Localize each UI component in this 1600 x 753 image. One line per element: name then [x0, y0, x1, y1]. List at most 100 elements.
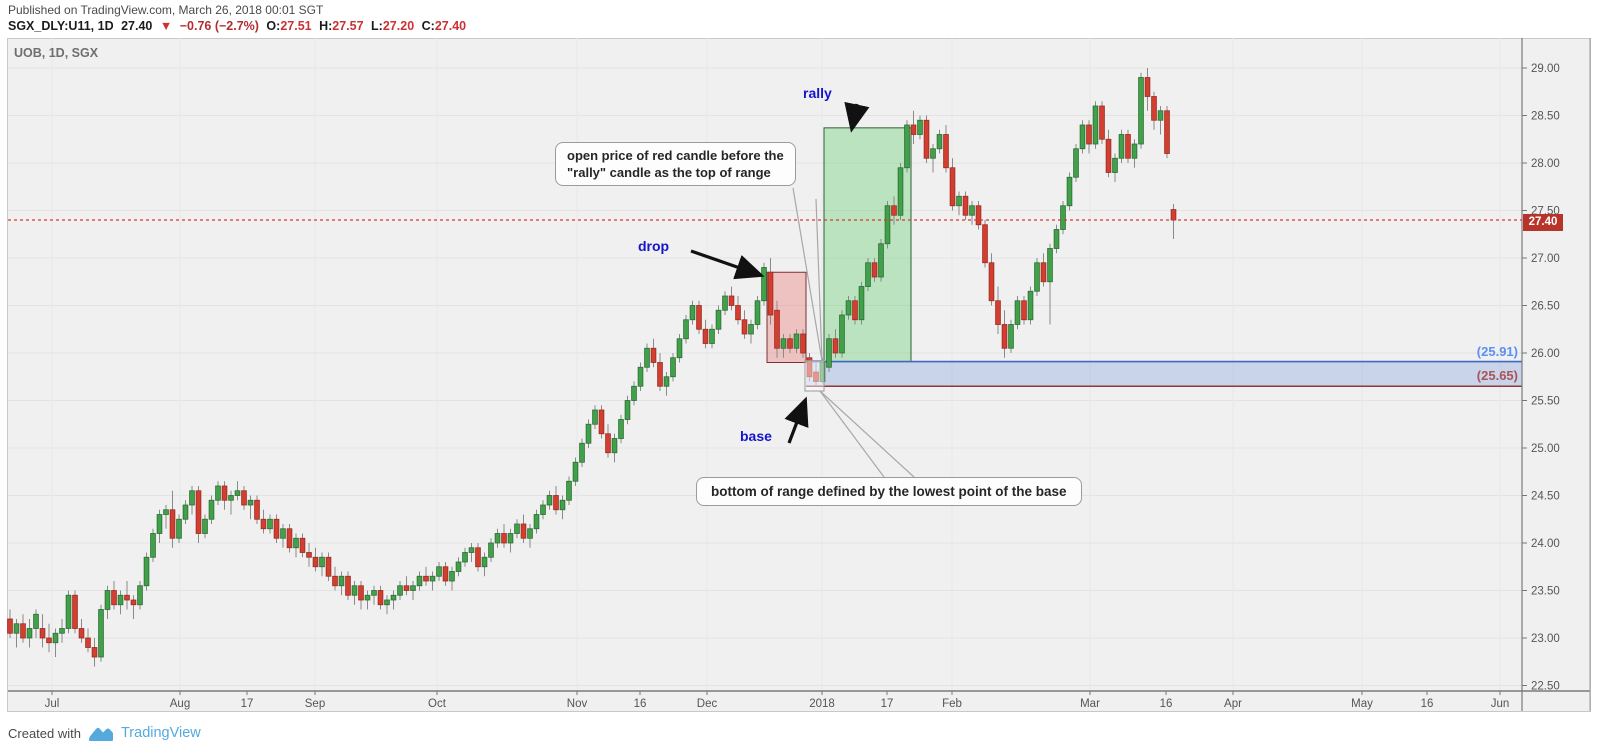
candle: [670, 353, 676, 382]
range-bottom-price-label: (25.65): [1476, 368, 1518, 383]
candle: [1060, 201, 1066, 235]
candle: [930, 144, 936, 173]
high-value: 27.57: [332, 19, 364, 33]
y-axis-label: 22.50: [1531, 681, 1560, 693]
candle: [345, 571, 351, 600]
candle: [299, 533, 306, 558]
candle: [475, 543, 481, 572]
down-triangle-icon: ▼: [159, 19, 173, 33]
candle: [247, 495, 254, 520]
candle: [845, 296, 852, 320]
candle: [137, 581, 143, 610]
candle: [130, 595, 137, 619]
current-price-badge: 27.40: [1523, 214, 1563, 231]
candle: [150, 528, 156, 562]
candle: [85, 628, 91, 653]
candle: [234, 481, 241, 501]
candle: [767, 258, 774, 325]
candle: [215, 481, 221, 505]
candle: [709, 324, 715, 349]
candle: [481, 552, 488, 577]
candle: [806, 353, 813, 382]
candle: [904, 120, 910, 173]
candle: [13, 619, 20, 648]
candle: [696, 300, 702, 334]
tradingview-brand-link[interactable]: TradingView: [120, 725, 201, 741]
candle: [650, 338, 657, 368]
chart-pane: [7, 38, 1591, 712]
candle: [78, 619, 85, 643]
candle: [780, 334, 787, 358]
x-axis-label: Nov: [567, 698, 588, 710]
snapshot-header: Published on TradingView.com, March 26, …: [0, 0, 1600, 38]
candle: [592, 405, 598, 429]
candle: [923, 115, 930, 163]
candle: [572, 457, 579, 486]
candle: [546, 490, 553, 510]
candle: [579, 438, 585, 467]
candle: [618, 414, 624, 444]
candle: [982, 220, 988, 268]
candle: [241, 486, 247, 510]
candle: [371, 585, 377, 605]
callout-pointer: [815, 198, 823, 361]
candle: [741, 310, 748, 339]
candle: [442, 562, 449, 586]
candle: [819, 357, 826, 384]
candle: [1034, 258, 1040, 296]
candle: [1053, 224, 1060, 254]
candle: [436, 562, 442, 581]
candle: [917, 115, 923, 140]
candle: [832, 329, 839, 358]
low-label: L:: [371, 19, 383, 33]
candle: [644, 343, 650, 372]
created-with-text: Created with: [8, 725, 81, 741]
candle: [156, 509, 163, 543]
candle: [111, 581, 117, 610]
candle: [936, 129, 943, 154]
candle: [228, 490, 234, 515]
candle: [1157, 106, 1164, 135]
range-band: [806, 361, 1522, 387]
candle: [774, 300, 780, 358]
candle: [338, 571, 345, 596]
drop-arrow: [690, 249, 765, 280]
candle: [351, 581, 358, 605]
y-axis-label: 27.00: [1531, 253, 1560, 265]
x-axis-label: May: [1351, 698, 1373, 710]
candle: [813, 362, 819, 387]
candle: [306, 543, 312, 567]
candle: [1086, 120, 1092, 154]
candle: [26, 619, 33, 648]
candle: [1125, 129, 1131, 163]
candle: [839, 310, 845, 358]
candle: [585, 419, 592, 448]
candle: [1118, 129, 1125, 163]
candle: [527, 524, 533, 548]
base-highlight-box: [804, 360, 825, 392]
candle: [462, 547, 468, 567]
candle: [962, 191, 969, 220]
candle: [390, 590, 397, 610]
candle: [273, 514, 280, 543]
candle: [98, 604, 104, 662]
candle: [163, 505, 169, 529]
candle: [1001, 310, 1008, 358]
candle: [787, 334, 793, 353]
drop-label: drop: [638, 238, 670, 254]
y-axis-label: 28.00: [1531, 158, 1560, 170]
x-axis-label: 17: [881, 698, 894, 710]
y-axis-label: 23.50: [1531, 586, 1560, 598]
candle: [332, 566, 338, 591]
y-axis-label: 24.00: [1531, 538, 1560, 550]
candle: [208, 495, 215, 524]
y-axis-label: 24.50: [1531, 491, 1560, 503]
x-axis-label: Oct: [428, 698, 447, 710]
candle: [319, 552, 325, 577]
candle: [553, 486, 559, 515]
published-line: Published on TradingView.com, March 26, …: [8, 3, 324, 17]
candle: [1014, 296, 1021, 330]
candle: [533, 509, 540, 534]
